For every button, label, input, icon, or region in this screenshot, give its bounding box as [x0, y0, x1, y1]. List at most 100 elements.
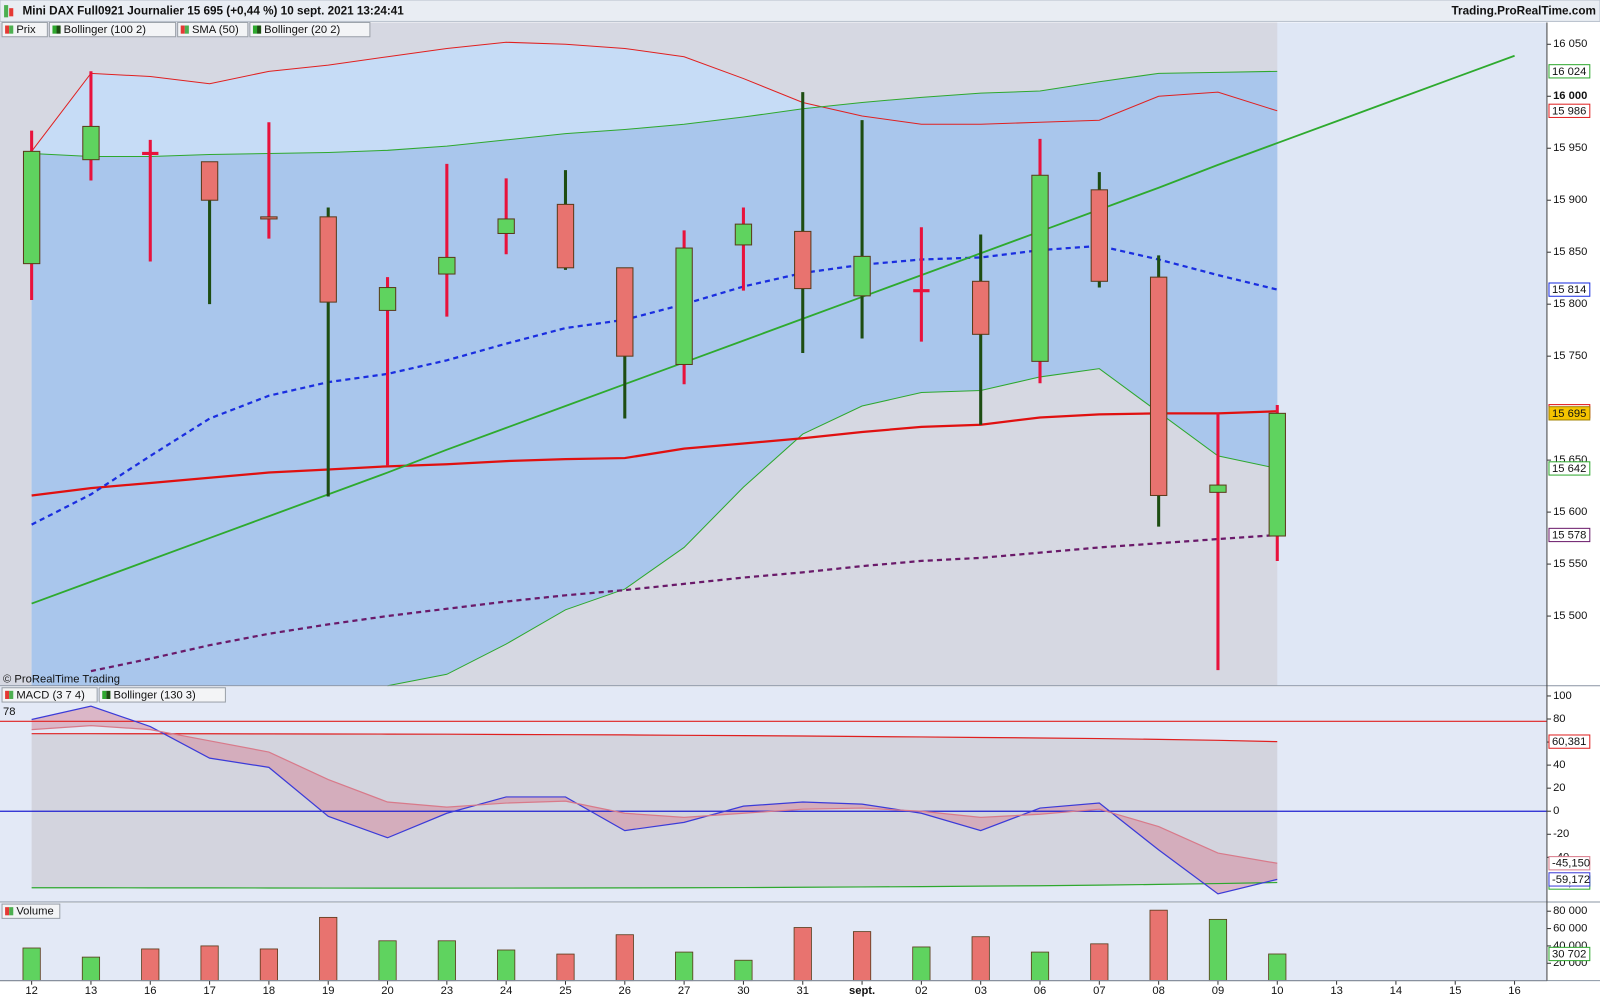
legend-tab	[1, 903, 61, 919]
indicator-line	[387, 368, 1278, 687]
legend-swatch	[5, 690, 10, 699]
volume-bar	[1030, 951, 1050, 982]
volume-bar	[81, 956, 101, 982]
y-tick-label: 20	[1553, 782, 1565, 794]
indicator-line	[31, 410, 1278, 497]
title-icon	[4, 5, 9, 18]
y-tick-label: 16 050	[1553, 38, 1587, 50]
x-tick-label: 08	[1152, 985, 1164, 997]
x-tick-label: 24	[500, 985, 512, 997]
x-tick-label: sept.	[849, 985, 875, 997]
candle-body	[319, 216, 337, 303]
volume-bar	[200, 945, 219, 982]
last-value-label: -45,150	[1552, 858, 1590, 870]
legend-tab	[1, 21, 48, 38]
legend-swatch	[257, 25, 262, 34]
y-tick-label: 80	[1553, 713, 1565, 725]
x-tick-label: 12	[25, 985, 37, 997]
last-value-label: 15 986	[1552, 105, 1586, 117]
legend-label: Prix	[16, 24, 36, 36]
indicator-line	[31, 733, 1278, 743]
x-tick-label: 26	[619, 985, 631, 997]
volume-bar	[22, 947, 41, 982]
legend-tab	[48, 21, 177, 38]
reference-label: 78	[3, 706, 15, 718]
last-value-box	[1548, 406, 1591, 421]
legend-swatch	[9, 25, 14, 34]
x-tick-label: 10	[1271, 985, 1283, 997]
last-value-box	[1548, 282, 1591, 297]
x-tick-label: 23	[441, 985, 453, 997]
last-value-label: 60,381	[1552, 736, 1586, 748]
y-tick-label: 15 950	[1553, 142, 1587, 154]
chart-title: Mini DAX Full0921 Journalier 15 695 (+0,…	[22, 4, 404, 17]
legend-swatch	[252, 25, 258, 34]
last-value-box	[1548, 856, 1591, 871]
volume-bar	[437, 940, 456, 982]
y-tick-label: 15 500	[1553, 610, 1587, 622]
volume-bar	[1090, 943, 1109, 982]
y-tick-label: -20	[1553, 828, 1569, 840]
title-icon	[9, 8, 14, 17]
last-value-box	[1548, 103, 1591, 118]
candle-body	[1209, 484, 1227, 493]
candle-body	[675, 247, 693, 365]
candle-body	[972, 280, 990, 335]
candle-body	[853, 255, 871, 297]
last-value-label: -59,172	[1552, 874, 1590, 886]
x-tick-label: 16	[144, 985, 156, 997]
volume-bar	[141, 948, 160, 982]
last-value-box	[1548, 734, 1591, 749]
x-tick-label: 02	[915, 985, 927, 997]
y-tick-label: 15 600	[1553, 506, 1587, 518]
candle-body	[616, 267, 634, 357]
site-name: Trading.ProRealTime.com	[1452, 4, 1596, 17]
trendline	[31, 54, 1515, 605]
indicator-line	[31, 244, 1278, 526]
volume-bar	[556, 953, 575, 982]
last-value-box	[1548, 946, 1591, 962]
candle-body	[378, 287, 397, 311]
legend-label: Bollinger (20 2)	[264, 24, 340, 36]
candle-body	[794, 230, 812, 290]
legend-swatch	[180, 25, 185, 34]
x-tick-label: 13	[1330, 985, 1342, 997]
indicator-line	[31, 724, 1278, 864]
volume-bar	[1208, 918, 1228, 982]
last-value-label: 15 695	[1552, 408, 1586, 420]
legend-tab	[177, 21, 249, 38]
volume-bar	[615, 934, 634, 982]
volume-bar	[497, 949, 516, 982]
volume-bar	[319, 916, 338, 982]
y-tick-label: 20 000	[1553, 957, 1587, 969]
volume-bar	[734, 959, 753, 982]
x-tick-label: 18	[263, 985, 275, 997]
x-tick-label: 30	[737, 985, 749, 997]
y-tick-label: 15 750	[1553, 350, 1587, 362]
volume-bar	[793, 927, 812, 982]
x-tick-label: 19	[322, 985, 334, 997]
last-value-label: 15 814	[1552, 284, 1586, 296]
y-tick-label: 0	[1553, 805, 1559, 817]
indicator-line	[90, 533, 1278, 673]
x-tick-label: 16	[1508, 985, 1520, 997]
candle-body	[497, 218, 515, 234]
last-value-label: 30 702	[1552, 948, 1586, 960]
candle-body	[556, 203, 575, 269]
y-tick-label: 16 000	[1553, 90, 1587, 102]
volume-bar	[378, 940, 397, 982]
legend-label: Bollinger (100 2)	[64, 24, 147, 36]
candle-body	[22, 150, 41, 265]
legend-swatch	[56, 25, 61, 34]
legend-swatch	[52, 25, 57, 34]
last-value-box	[1548, 64, 1591, 79]
y-tick-label: 40	[1553, 759, 1565, 771]
candle-body	[1149, 276, 1168, 496]
candle-body	[1090, 189, 1109, 282]
title-bar	[0, 0, 1600, 22]
candle-body	[438, 256, 456, 275]
legend-label: Bollinger (130 3)	[113, 689, 196, 701]
indicator-line	[31, 41, 1278, 152]
legend-tab	[98, 687, 226, 703]
